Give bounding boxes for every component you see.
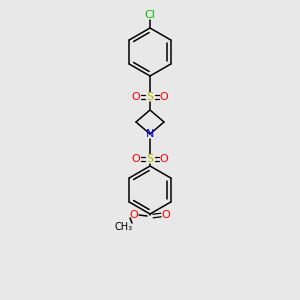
Text: Cl: Cl [145, 10, 155, 20]
Text: O: O [160, 92, 168, 102]
Text: S: S [146, 154, 154, 164]
Text: O: O [132, 154, 140, 164]
Text: O: O [130, 210, 138, 220]
Text: S: S [146, 92, 154, 102]
Text: O: O [162, 210, 170, 220]
Text: N: N [146, 129, 154, 139]
Text: O: O [160, 154, 168, 164]
Text: O: O [132, 92, 140, 102]
Text: CH₃: CH₃ [115, 222, 133, 232]
